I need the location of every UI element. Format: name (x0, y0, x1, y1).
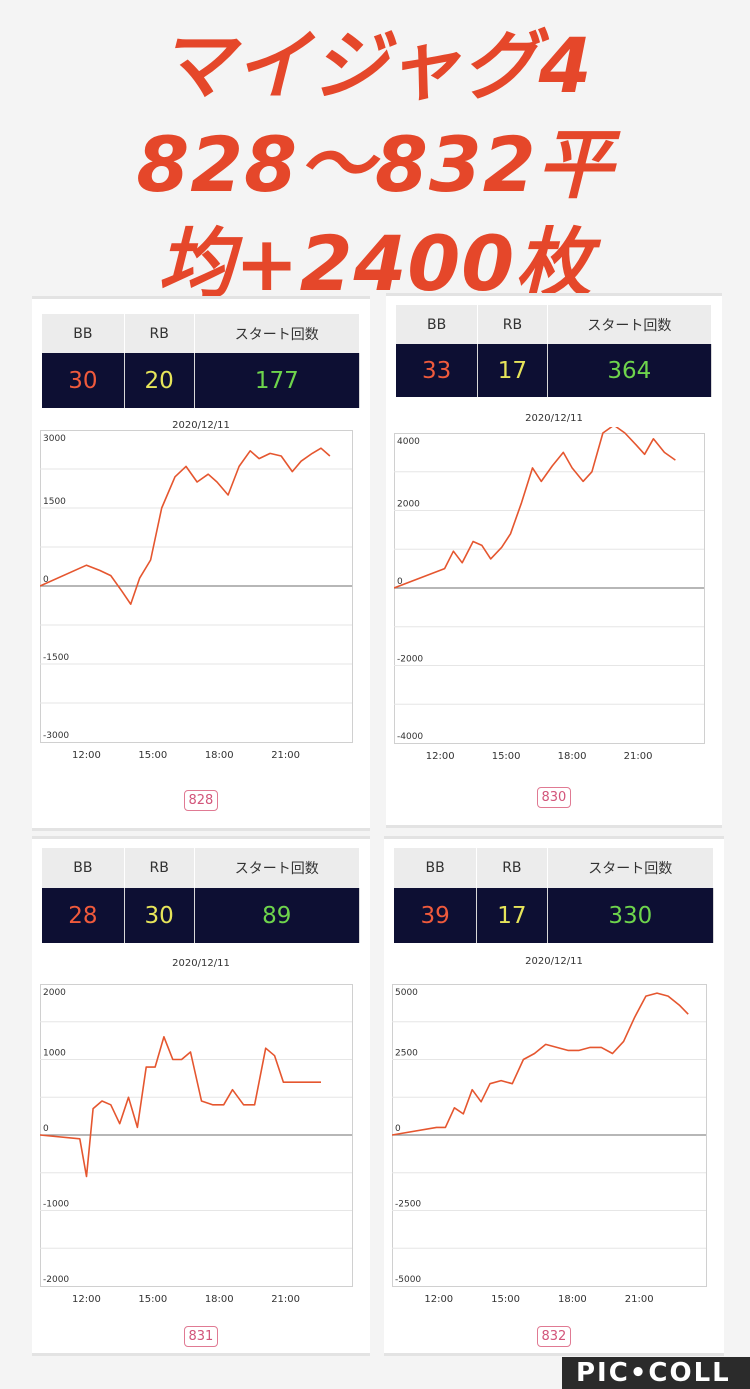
x-tick-label: 21:00 (271, 750, 300, 761)
balance-series-line (40, 1035, 321, 1178)
bb-value: 30 (42, 353, 125, 408)
start-value: 364 (547, 344, 712, 397)
x-tick-label: 18:00 (558, 751, 587, 762)
bb-header: BB (42, 314, 125, 353)
bb-header: BB (394, 848, 478, 888)
x-tick-label: 21:00 (624, 751, 653, 762)
balance-series-line (394, 427, 676, 589)
machine-number-badge[interactable]: 828 (183, 790, 219, 811)
panel-bottom-divider (384, 1353, 724, 1356)
start-header: スタート回数 (194, 848, 360, 888)
x-tick-label: 12:00 (72, 1294, 101, 1305)
y-tick-label: -3000 (43, 731, 69, 741)
machine-panel-832: BB 39 RB 17 スタート回数 330 2020/12/11 5000 2500 0 -250… (384, 836, 724, 1356)
x-tick-label: 18:00 (558, 1294, 587, 1305)
y-tick-label: 0 (395, 1124, 401, 1134)
y-tick-label: 2000 (397, 500, 420, 510)
start-header: スタート回数 (547, 848, 714, 888)
x-tick-label: 12:00 (426, 751, 455, 762)
y-tick-label: -2500 (395, 1200, 421, 1210)
x-tick-label: 15:00 (138, 1294, 167, 1305)
machine-number-badge[interactable]: 830 (536, 787, 572, 808)
panel-top-divider (32, 296, 370, 299)
panel-top-divider (386, 293, 722, 296)
panel-bottom-divider (32, 1353, 370, 1356)
headline-line-1: マイジャグ4 (157, 21, 593, 110)
x-tick-label: 15:00 (138, 750, 167, 761)
panel-top-divider (32, 836, 370, 839)
y-tick-label: 1500 (43, 497, 66, 507)
y-tick-label: -4000 (397, 732, 423, 742)
bb-value: 39 (394, 888, 478, 943)
y-tick-label: -1500 (43, 653, 69, 663)
y-tick-label: 2000 (43, 988, 66, 998)
y-tick-label: 0 (43, 1124, 49, 1134)
machine-number-badge[interactable]: 832 (536, 1326, 572, 1347)
start-header: スタート回数 (194, 314, 360, 353)
panel-top-divider (384, 836, 724, 839)
x-tick-label: 15:00 (492, 751, 521, 762)
y-tick-label: 3000 (43, 434, 66, 444)
x-tick-label: 21:00 (271, 1294, 300, 1305)
chart-date: 2020/12/11 (525, 956, 583, 967)
rb-value: 20 (124, 353, 195, 408)
start-value: 330 (547, 888, 714, 943)
x-tick-label: 12:00 (424, 1294, 453, 1305)
machine-panel-828: BB 30 RB 20 スタート回数 177 2020/12/11 3000 1500 0 -150… (32, 296, 370, 831)
panel-bottom-divider (32, 828, 370, 831)
chart-date: 2020/12/11 (172, 420, 230, 431)
y-tick-label: -2000 (43, 1275, 69, 1285)
start-value: 89 (194, 888, 360, 943)
headline-line-3: 均+2400枚 (157, 219, 593, 308)
y-tick-label: -5000 (395, 1275, 421, 1285)
start-header: スタート回数 (547, 305, 712, 344)
rb-value: 17 (478, 344, 548, 397)
bb-header: BB (396, 305, 479, 344)
rb-header: RB (477, 848, 548, 888)
rb-header: RB (478, 305, 548, 344)
panel-bottom-divider (386, 825, 722, 828)
start-value: 177 (194, 353, 360, 408)
machine-panel-831: BB 28 RB 30 スタート回数 89 2020/12/11 2000 1000 0 -1000… (32, 836, 370, 1356)
rb-header: RB (124, 314, 195, 353)
balance-series-line (40, 447, 331, 605)
y-tick-label: 2500 (395, 1049, 418, 1059)
y-tick-label: 5000 (395, 988, 418, 998)
balance-series-line (392, 992, 689, 1136)
chart-date: 2020/12/11 (172, 958, 230, 969)
watermark-logo: PIC•COLL (562, 1357, 750, 1389)
x-tick-label: 21:00 (625, 1294, 654, 1305)
machine-panel-830: BB 33 RB 17 スタート回数 364 2020/12/11 4000 2000 0 -200… (386, 293, 722, 828)
y-tick-label: 0 (397, 577, 403, 587)
bb-value: 28 (42, 888, 125, 943)
x-tick-label: 18:00 (205, 1294, 234, 1305)
rb-value: 30 (124, 888, 195, 943)
y-tick-label: -2000 (397, 655, 423, 665)
rb-header: RB (124, 848, 195, 888)
y-tick-label: -1000 (43, 1200, 69, 1210)
chart-date: 2020/12/11 (525, 413, 583, 424)
headline-line-2: 828〜832平 (136, 120, 614, 209)
y-tick-label: 1000 (43, 1049, 66, 1059)
y-tick-label: 0 (43, 575, 49, 585)
x-tick-label: 15:00 (491, 1294, 520, 1305)
y-tick-label: 4000 (397, 437, 420, 447)
rb-value: 17 (477, 888, 548, 943)
bb-value: 33 (396, 344, 479, 397)
machine-number-badge[interactable]: 831 (183, 1326, 219, 1347)
bb-header: BB (42, 848, 125, 888)
x-tick-label: 12:00 (72, 750, 101, 761)
x-tick-label: 18:00 (205, 750, 234, 761)
